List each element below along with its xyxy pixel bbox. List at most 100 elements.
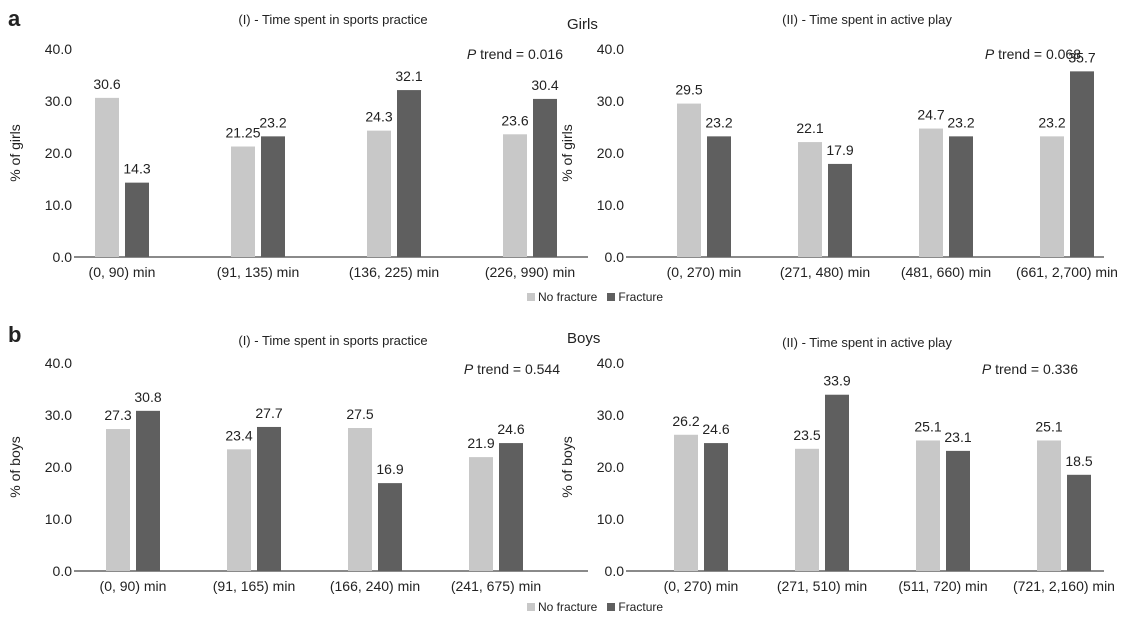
legend-item-fracture: Fracture	[607, 600, 663, 614]
legend-swatch-no-fracture	[527, 293, 535, 301]
bar-fracture	[533, 98, 557, 257]
bar-value-label: 29.5	[675, 82, 702, 98]
bar-fracture	[136, 410, 160, 571]
x-tick-label: (661, 2,700) min	[1016, 264, 1118, 280]
x-tick-label: (0, 270) min	[664, 578, 739, 594]
y-tick-label: 40.0	[597, 41, 624, 57]
chart-title: (II) - Time spent in active play	[782, 12, 952, 27]
bar-no-fracture	[227, 449, 251, 571]
legend-swatch-no-fracture	[527, 603, 535, 611]
x-tick-label: (0, 90) min	[89, 264, 156, 280]
y-tick-label: 40.0	[597, 355, 624, 371]
y-tick-label: 0.0	[605, 249, 625, 265]
legend-label-fracture: Fracture	[618, 600, 664, 614]
chart-4: (II) - Time spent in active play P trend …	[559, 335, 1115, 594]
bar-fracture	[257, 426, 281, 571]
bar-value-label: 25.1	[1035, 418, 1062, 434]
panel-letter-b: b	[8, 322, 22, 347]
x-tick-label: (166, 240) min	[330, 578, 420, 594]
legend-swatch-fracture	[607, 293, 616, 301]
bar-value-label: 21.9	[467, 435, 494, 451]
p-trend-annotation: P trend = 0.336	[982, 361, 1078, 377]
bar-fracture	[397, 90, 421, 257]
bar-fracture	[825, 394, 849, 571]
y-tick-label: 10.0	[45, 511, 72, 527]
bar-value-label: 25.1	[914, 418, 941, 434]
bar-no-fracture	[503, 134, 527, 257]
bar-value-label: 30.4	[531, 77, 558, 93]
bar-value-label: 24.6	[497, 421, 524, 437]
y-tick-label: 40.0	[45, 41, 72, 57]
x-tick-label: (271, 480) min	[780, 264, 870, 280]
bar-fracture	[378, 483, 402, 571]
group-label-boys: Boys	[567, 330, 601, 347]
y-tick-label: 30.0	[45, 407, 72, 423]
bar-value-label: 24.7	[917, 107, 944, 123]
bar-value-label: 18.5	[1065, 453, 1092, 469]
chart-3: (I) - Time spent in sports practice P tre…	[7, 333, 588, 594]
bar-value-label: 23.4	[225, 427, 252, 443]
bar-value-label: 23.2	[947, 114, 974, 130]
bar-no-fracture	[367, 130, 391, 257]
x-tick-label: (721, 2,160) min	[1013, 578, 1115, 594]
bar-value-label: 24.6	[702, 421, 729, 437]
bar-value-label: 27.7	[255, 405, 282, 421]
bar-value-label: 23.2	[259, 114, 286, 130]
legend-item-no-fracture: No fracture	[527, 290, 597, 304]
bar-value-label: 23.5	[793, 427, 820, 443]
y-tick-label: 10.0	[597, 197, 624, 213]
bar-fracture	[946, 450, 970, 571]
bar-fracture	[704, 443, 728, 571]
x-tick-label: (91, 165) min	[213, 578, 295, 594]
bar-fracture	[125, 182, 149, 257]
y-tick-label: 20.0	[597, 145, 624, 161]
bar-value-label: 23.2	[705, 114, 732, 130]
bar-value-label: 27.5	[346, 406, 373, 422]
bar-value-label: 23.1	[944, 429, 971, 445]
x-tick-label: (226, 990) min	[485, 264, 575, 280]
p-trend-annotation: P trend = 0.016	[467, 46, 563, 62]
x-tick-label: (241, 675) min	[451, 578, 541, 594]
x-tick-label: (0, 270) min	[667, 264, 742, 280]
legend-item-no-fracture: No fracture	[527, 600, 597, 614]
bar-value-label: 30.8	[134, 389, 161, 405]
bar-value-label: 32.1	[395, 68, 422, 84]
chart-2: (II) - Time spent in active play P trend …	[559, 12, 1118, 280]
bar-fracture	[499, 443, 523, 571]
legend-label-fracture: Fracture	[618, 290, 664, 304]
chart-title: (II) - Time spent in active play	[782, 335, 952, 350]
y-tick-label: 0.0	[53, 563, 73, 579]
y-tick-label: 30.0	[597, 93, 624, 109]
legend-item-fracture: Fracture	[607, 290, 663, 304]
x-tick-label: (271, 510) min	[777, 578, 867, 594]
y-tick-label: 0.0	[605, 563, 625, 579]
y-tick-label: 40.0	[45, 355, 72, 371]
bar-fracture	[1070, 71, 1094, 257]
bar-no-fracture	[469, 457, 493, 571]
bar-no-fracture	[919, 128, 943, 257]
bar-value-label: 33.9	[823, 373, 850, 389]
bar-value-label: 22.1	[796, 120, 823, 136]
bar-no-fracture	[106, 429, 130, 571]
bar-value-label: 27.3	[104, 407, 131, 423]
bar-no-fracture	[795, 448, 819, 571]
y-tick-label: 20.0	[45, 145, 72, 161]
bar-fracture	[828, 163, 852, 257]
x-tick-label: (511, 720) min	[898, 578, 987, 594]
bar-no-fracture	[677, 103, 701, 257]
bar-value-label: 21.25	[225, 125, 260, 141]
bar-value-label: 23.6	[501, 112, 528, 128]
x-tick-label: (0, 90) min	[100, 578, 167, 594]
y-axis-label: % of girls	[559, 124, 575, 182]
bar-value-label: 26.2	[672, 413, 699, 429]
y-tick-label: 20.0	[597, 459, 624, 475]
bar-value-label: 30.6	[93, 76, 120, 92]
p-trend-annotation: P trend = 0.068	[985, 46, 1081, 62]
chart-title: (I) - Time spent in sports practice	[238, 12, 427, 27]
y-tick-label: 0.0	[53, 249, 73, 265]
y-tick-label: 10.0	[597, 511, 624, 527]
x-tick-label: (481, 660) min	[901, 264, 991, 280]
group-label-girls: Girls	[567, 16, 598, 33]
legend-boys: No fracture Fracture	[527, 600, 663, 614]
y-axis-label: % of boys	[559, 436, 575, 497]
